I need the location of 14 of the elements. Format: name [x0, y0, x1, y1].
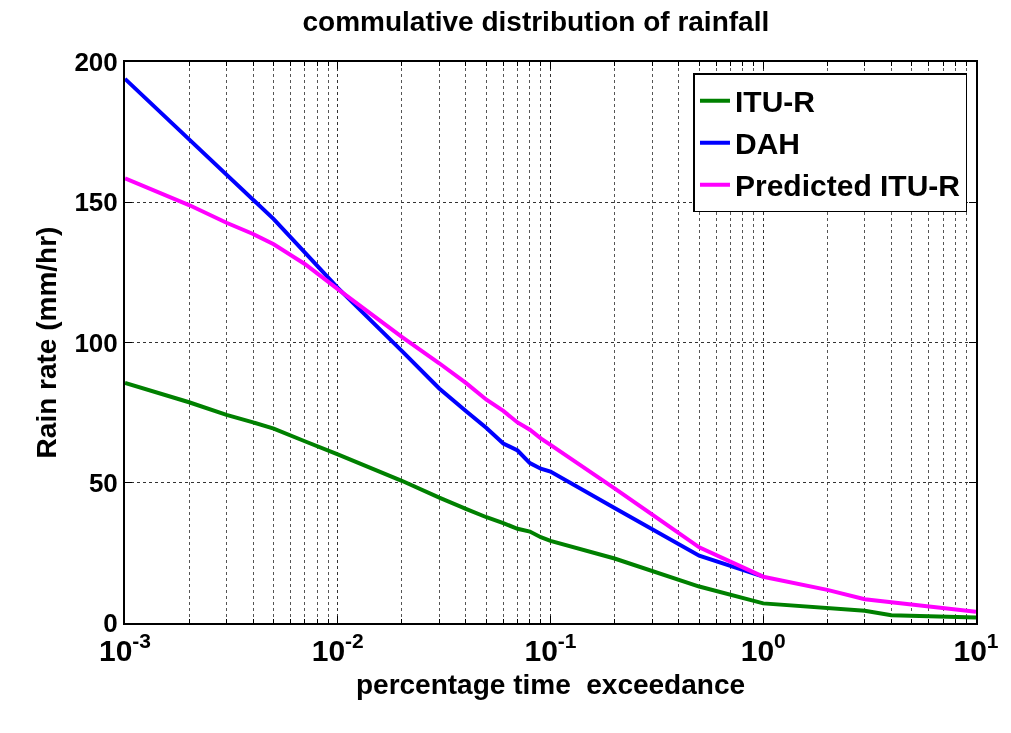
- chart-title: commulative distribution of rainfall: [302, 5, 770, 37]
- y-tick-label: 50: [88, 467, 118, 498]
- y-axis-title: Rain rate (mm/hr): [30, 226, 62, 459]
- y-tick-label: 150: [74, 187, 118, 218]
- x-tick-label: 10$^{-1}$: [524, 629, 577, 667]
- y-tick-label: 100: [74, 327, 118, 358]
- x-tick-label: 10$^{1}$: [953, 629, 999, 667]
- legend-label: Predicted ITU-R: [734, 169, 961, 203]
- y-tick-label: 200: [74, 47, 118, 78]
- legend-label: ITU-R: [734, 85, 816, 119]
- x-tick-label: 10$^{-2}$: [311, 629, 364, 667]
- x-tick-label: 10$^{0}$: [740, 629, 786, 667]
- x-axis-title: percentage time exceedance: [355, 668, 746, 700]
- legend-label: DAH: [734, 127, 800, 161]
